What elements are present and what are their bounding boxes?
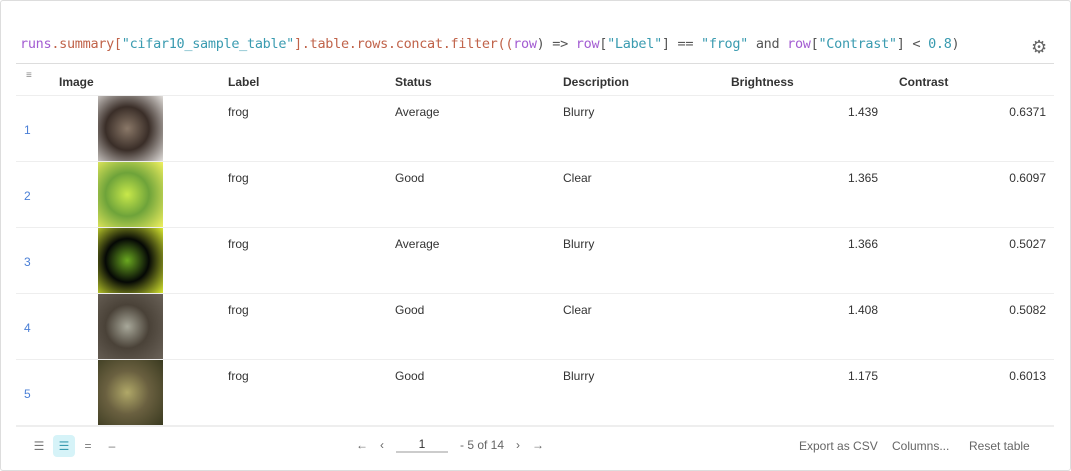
page-range: - 5 of 14 — [460, 438, 505, 452]
table-row[interactable]: 4 frog Good Clear 1.408 0.5082 — [16, 294, 1054, 360]
cell-description: Clear — [563, 303, 592, 317]
table-row[interactable]: 3 frog Average Blurry 1.366 0.5027 — [16, 228, 1054, 294]
row-index[interactable]: 5 — [24, 387, 31, 401]
first-page-icon[interactable]: ← — [356, 438, 368, 452]
row-index[interactable]: 4 — [24, 321, 31, 335]
cell-status: Good — [395, 303, 425, 317]
gear-icon[interactable]: ⚙ — [1031, 37, 1048, 57]
cell-contrast: 0.5082 — [1009, 303, 1046, 317]
col-description[interactable]: Description — [563, 75, 630, 89]
cell-brightness: 1.366 — [847, 237, 878, 251]
cell-label: frog — [228, 369, 249, 383]
q-row: row — [575, 36, 600, 52]
cell-contrast: 0.5027 — [1009, 237, 1046, 251]
cell-label: frog — [228, 303, 249, 317]
row-index[interactable]: 2 — [24, 189, 31, 203]
cell-contrast: 0.6013 — [1009, 369, 1046, 383]
frog-image[interactable] — [98, 294, 163, 359]
page-input[interactable]: 1 — [396, 437, 448, 453]
q-table-name: "cifar10_sample_table" — [121, 36, 295, 52]
q-arg: row — [513, 36, 537, 52]
cell-brightness: 1.175 — [847, 369, 878, 383]
data-table: ≡ Image Label Status Description Brightn… — [16, 63, 1054, 426]
cell-status: Good — [395, 369, 425, 383]
frog-image[interactable] — [98, 228, 163, 293]
row-height-medium-icon[interactable]: ☰ — [53, 435, 75, 457]
col-image[interactable]: Image — [59, 75, 94, 89]
cell-status: Average — [395, 105, 440, 119]
table-row[interactable]: 1 frog Average Blurry 1.439 0.6371 — [16, 96, 1054, 162]
table-header: ≡ Image Label Status Description Brightn… — [16, 64, 1054, 96]
cell-description: Clear — [563, 171, 592, 185]
row-height-compact-icon[interactable]: ☰ — [33, 439, 45, 453]
filter-icon[interactable]: ≡ — [26, 70, 32, 81]
q-arrow: ) => — [536, 36, 576, 52]
columns-button[interactable]: Columns... — [892, 439, 950, 453]
q-br: [ — [599, 36, 608, 52]
export-csv-button[interactable]: Export as CSV — [799, 439, 878, 453]
cell-brightness: 1.365 — [847, 171, 878, 185]
row-height-min-icon[interactable]: – — [108, 439, 116, 453]
q-lt: ] < — [896, 36, 929, 52]
col-label[interactable]: Label — [228, 75, 260, 89]
cell-label: frog — [228, 171, 249, 185]
cell-description: Blurry — [563, 237, 595, 251]
q-eq: ] == — [661, 36, 702, 52]
q-contrast-key: "Contrast" — [818, 36, 897, 52]
cell-status: Average — [395, 237, 440, 251]
last-page-icon[interactable]: → — [532, 438, 545, 452]
pagination: ← ‹ 1 - 5 of 14 › → — [356, 437, 544, 453]
table-row[interactable]: 5 frog Good Blurry 1.175 0.6013 — [16, 360, 1054, 426]
row-height-tall-icon[interactable]: = — [84, 439, 92, 453]
row-index[interactable]: 1 — [24, 123, 31, 137]
q-chain: ].table.rows.concat.filter(( — [293, 36, 514, 52]
col-contrast[interactable]: Contrast — [899, 75, 949, 89]
next-page-icon[interactable]: › — [516, 438, 521, 452]
frog-image[interactable] — [98, 360, 163, 425]
row-index[interactable]: 3 — [24, 255, 31, 269]
prev-page-icon[interactable]: ‹ — [380, 438, 384, 452]
q-br2: [ — [810, 36, 819, 52]
q-label-key: "Label" — [607, 36, 662, 52]
cell-description: Blurry — [563, 369, 595, 383]
table-row[interactable]: 2 frog Good Clear 1.365 0.6097 — [16, 162, 1054, 228]
q-and: and — [748, 36, 788, 52]
q-runs: runs — [20, 36, 52, 52]
q-row2: row — [787, 36, 811, 52]
col-status[interactable]: Status — [395, 75, 432, 89]
q-close: ) — [951, 36, 960, 52]
cell-brightness: 1.408 — [847, 303, 878, 317]
cell-label: frog — [228, 105, 249, 119]
cell-contrast: 0.6097 — [1009, 171, 1046, 185]
reset-table-button[interactable]: Reset table — [969, 439, 1030, 453]
table-footer: ☰ ☰ = – ← ‹ 1 - 5 of 14 › → Export as CS… — [16, 425, 1054, 467]
q-summary: .summary[ — [51, 36, 122, 52]
cell-description: Blurry — [563, 105, 595, 119]
cell-label: frog — [228, 237, 249, 251]
frog-image[interactable] — [98, 162, 163, 227]
cell-brightness: 1.439 — [847, 105, 878, 119]
cell-contrast: 0.6371 — [1009, 105, 1046, 119]
q-num: 0.8 — [928, 36, 952, 52]
cell-status: Good — [395, 171, 425, 185]
q-frog: "frog" — [701, 36, 749, 52]
query-expression[interactable]: runs.summary["cifar10_sample_table"].tab… — [20, 36, 960, 52]
frog-image[interactable] — [98, 96, 163, 161]
col-brightness[interactable]: Brightness — [731, 75, 794, 89]
